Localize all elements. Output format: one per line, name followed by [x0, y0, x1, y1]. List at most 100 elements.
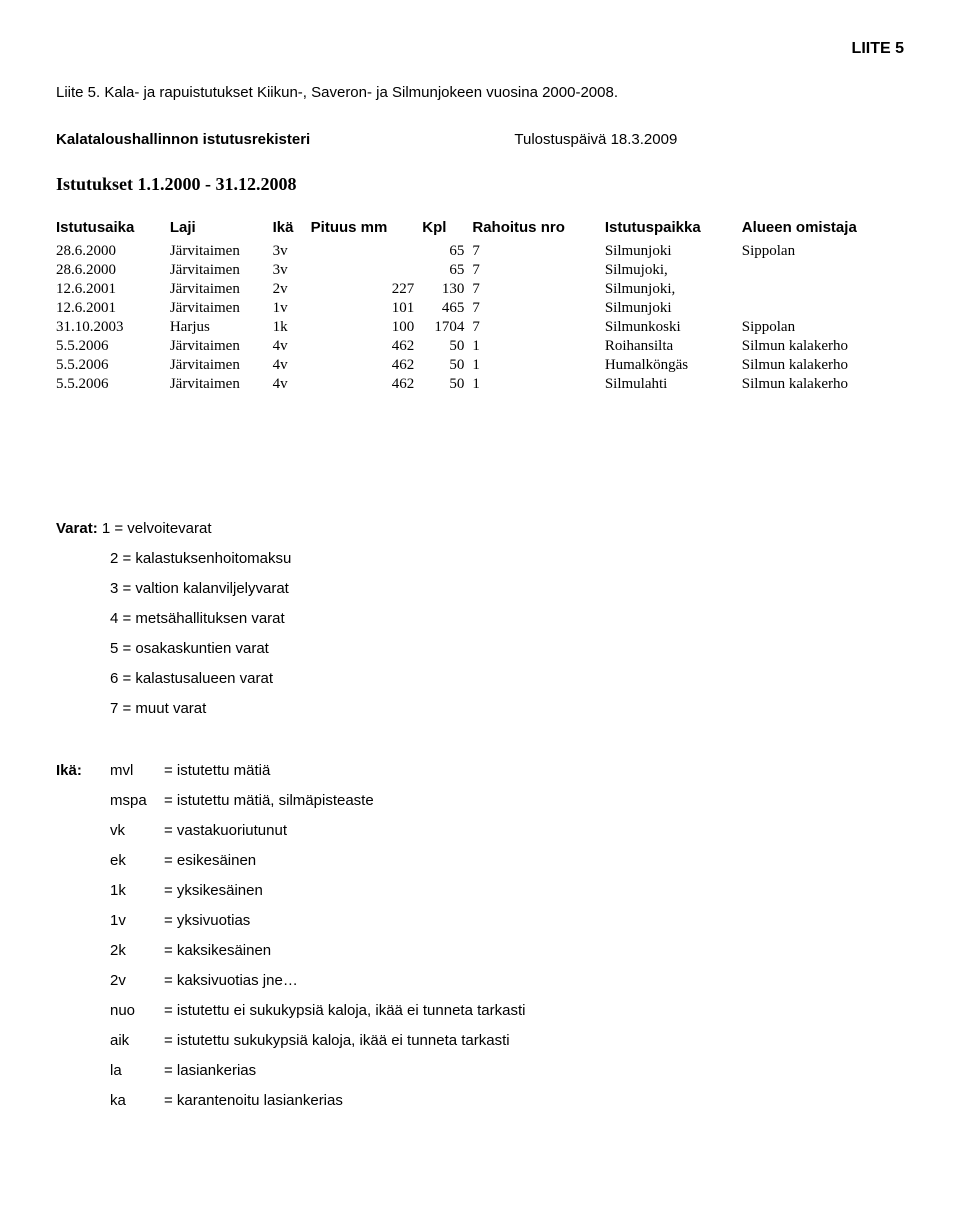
ika-code: 2v [110, 966, 164, 996]
table-row: 28.6.2000Järvitaimen3v657SilmunjokiSippo… [56, 242, 904, 261]
ika-row: vk= vastakuoriutunut [56, 816, 904, 846]
table-cell: 1v [273, 299, 311, 318]
varat-first-line: Varat: 1 = velvoitevarat [56, 514, 904, 544]
varat-item: 2 = kalastuksenhoitomaksu [56, 544, 904, 574]
table-cell: Harjus [170, 318, 273, 337]
table-cell: 1k [273, 318, 311, 337]
table-cell: 3v [273, 261, 311, 280]
ika-code: mvl [110, 756, 164, 786]
table-cell: 7 [472, 261, 604, 280]
table-cell [742, 261, 904, 280]
ika-label [56, 786, 110, 816]
ika-label [56, 936, 110, 966]
ika-desc: = karantenoitu lasiankerias [164, 1086, 904, 1116]
table-row: 5.5.2006Järvitaimen4v462501HumalköngäsSi… [56, 356, 904, 375]
table-row: 12.6.2001Järvitaimen1v1014657Silmunjoki [56, 299, 904, 318]
ika-desc: = istutettu mätiä, silmäpisteaste [164, 786, 904, 816]
ika-desc: = istutettu ei sukukypsiä kaloja, ikää e… [164, 996, 904, 1026]
table-cell: 2v [273, 280, 311, 299]
col-istutuspaikka: Istutuspaikka [605, 217, 742, 242]
table-cell: 7 [472, 242, 604, 261]
table-cell: 12.6.2001 [56, 280, 170, 299]
ika-label [56, 1026, 110, 1056]
ika-row: nuo= istutettu ei sukukypsiä kaloja, ikä… [56, 996, 904, 1026]
ika-row: mspa= istutettu mätiä, silmäpisteaste [56, 786, 904, 816]
range-label: Istutukset 1.1.2000 - 31.12.2008 [56, 174, 904, 195]
col-alueen-omistaja: Alueen omistaja [742, 217, 904, 242]
table-cell: 4v [273, 375, 311, 394]
table-cell: 101 [311, 299, 423, 318]
ika-desc: = vastakuoriutunut [164, 816, 904, 846]
table-cell: Silmunkoski [605, 318, 742, 337]
ika-code: 1v [110, 906, 164, 936]
table-cell: Silmunjoki, [605, 280, 742, 299]
table-cell: 7 [472, 299, 604, 318]
table-cell: 31.10.2003 [56, 318, 170, 337]
ika-row: Ikä:mvl= istutettu mätiä [56, 756, 904, 786]
table-cell: 465 [422, 299, 472, 318]
ika-label [56, 846, 110, 876]
ika-label [56, 906, 110, 936]
table-cell: Silmunjoki [605, 299, 742, 318]
varat-item: 1 = velvoitevarat [102, 520, 212, 537]
table-cell: 462 [311, 375, 423, 394]
col-istutusaika: Istutusaika [56, 217, 170, 242]
ika-desc: = esikesäinen [164, 846, 904, 876]
table-cell: Humalköngäs [605, 356, 742, 375]
table-cell: 50 [422, 337, 472, 356]
varat-item: 4 = metsähallituksen varat [56, 604, 904, 634]
ika-label [56, 876, 110, 906]
table-cell [311, 242, 423, 261]
ika-row: 2k= kaksikesäinen [56, 936, 904, 966]
varat-label: Varat: [56, 520, 98, 537]
ika-code: nuo [110, 996, 164, 1026]
ika-label [56, 996, 110, 1026]
table-cell: Silmujoki, [605, 261, 742, 280]
col-pituus: Pituus mm [311, 217, 423, 242]
ika-desc: = lasiankerias [164, 1056, 904, 1086]
ika-desc: = yksivuotias [164, 906, 904, 936]
intro-text: Liite 5. Kala- ja rapuistutukset Kiikun-… [56, 84, 904, 101]
table-cell: 7 [472, 318, 604, 337]
table-cell: Silmun kalakerho [742, 337, 904, 356]
table-cell: 1 [472, 337, 604, 356]
table-cell: 28.6.2000 [56, 242, 170, 261]
col-laji: Laji [170, 217, 273, 242]
ika-block: Ikä:mvl= istutettu mätiämspa= istutettu … [56, 756, 904, 1116]
ika-code: vk [110, 816, 164, 846]
table-cell: Silmun kalakerho [742, 375, 904, 394]
table-cell: Silmunjoki [605, 242, 742, 261]
table-row: 5.5.2006Järvitaimen4v462501RoihansiltaSi… [56, 337, 904, 356]
table-cell: 65 [422, 261, 472, 280]
table-cell: 4v [273, 356, 311, 375]
varat-item: 6 = kalastusalueen varat [56, 664, 904, 694]
registry-line: Kalataloushallinnon istutusrekisteri Tul… [56, 131, 904, 148]
ika-row: ek= esikesäinen [56, 846, 904, 876]
ika-code: 2k [110, 936, 164, 966]
ika-label: Ikä: [56, 756, 110, 786]
ika-code: aik [110, 1026, 164, 1056]
table-cell: 50 [422, 356, 472, 375]
table-cell: 3v [273, 242, 311, 261]
varat-item: 3 = valtion kalanviljelyvarat [56, 574, 904, 604]
ika-label [56, 816, 110, 846]
ika-row: la= lasiankerias [56, 1056, 904, 1086]
table-cell: 130 [422, 280, 472, 299]
table-cell: Järvitaimen [170, 299, 273, 318]
col-rahoitus: Rahoitus nro [472, 217, 604, 242]
ika-label [56, 1056, 110, 1086]
ika-code: ka [110, 1086, 164, 1116]
ika-label [56, 1086, 110, 1116]
print-date: Tulostuspäivä 18.3.2009 [514, 131, 677, 148]
ika-code: 1k [110, 876, 164, 906]
ika-desc: = kaksivuotias jne… [164, 966, 904, 996]
varat-item: 7 = muut varat [56, 694, 904, 724]
table-cell: 12.6.2001 [56, 299, 170, 318]
table-cell: Silmulahti [605, 375, 742, 394]
registry-label: Kalataloushallinnon istutusrekisteri [56, 131, 310, 148]
table-cell [742, 299, 904, 318]
table-cell: 1 [472, 375, 604, 394]
table-cell [742, 280, 904, 299]
ika-row: ka= karantenoitu lasiankerias [56, 1086, 904, 1116]
varat-block: Varat: 1 = velvoitevarat 2 = kalastuksen… [56, 514, 904, 724]
